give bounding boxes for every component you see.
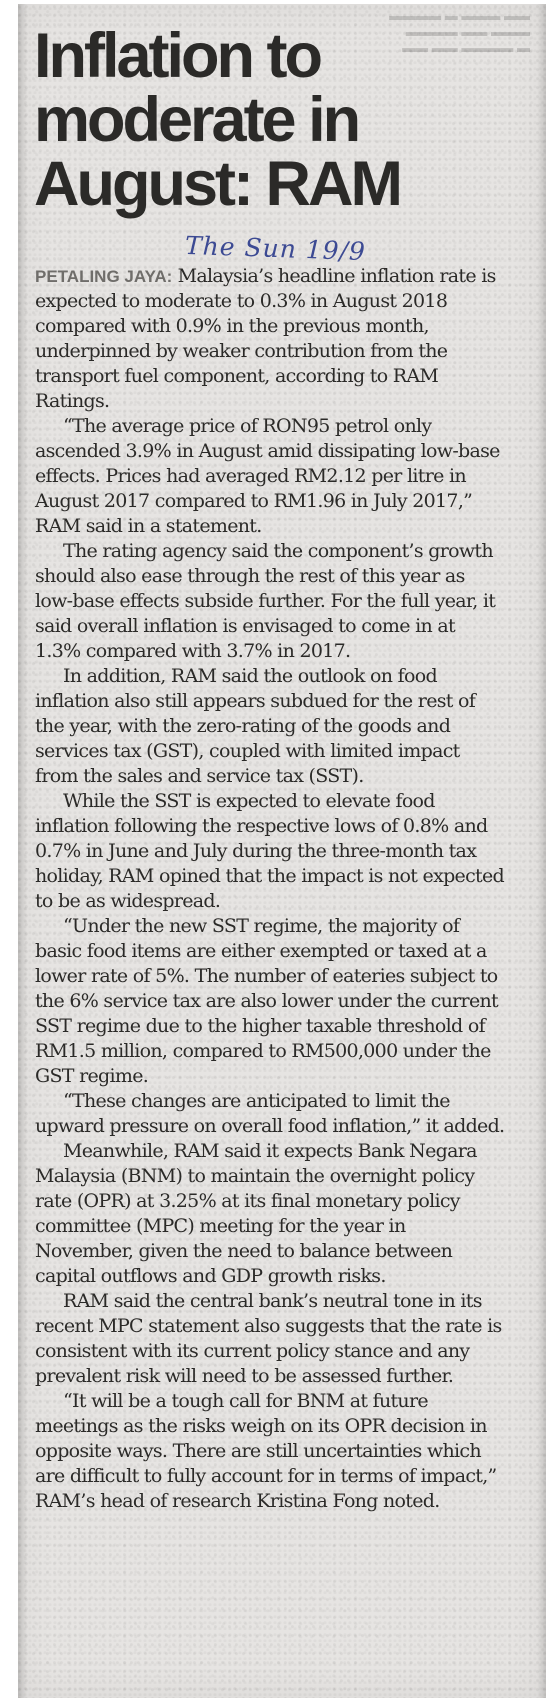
article-paragraph-8: Meanwhile, RAM said it expects Bank Nega… — [35, 1140, 477, 1287]
article-body: PETALING JAYA: Malaysia’s headline infla… — [35, 264, 505, 1514]
newspaper-clipping — [18, 4, 546, 1698]
article-paragraph-7: “These changes are anticipated to limit … — [35, 1090, 505, 1137]
article-paragraph-3: The rating agency said the component’s g… — [35, 540, 496, 662]
article-headline: Inflation to moderate in August: RAM — [34, 21, 403, 219]
article-paragraph-1: PETALING JAYA: Malaysia’s headline infla… — [35, 264, 505, 414]
paragraph-text: Malaysia’s headline inflation rate is ex… — [35, 265, 496, 412]
dateline: PETALING JAYA: — [35, 267, 173, 286]
article-paragraph-9: RAM said the central bank’s neutral tone… — [35, 1290, 502, 1387]
article-paragraph-6: “Under the new SST regime, the majority … — [35, 915, 499, 1087]
article-paragraph-2: “The average price of RON95 petrol only … — [35, 415, 500, 537]
article-paragraph-4: In addition, RAM said the outlook on foo… — [35, 665, 476, 787]
clipping-left-edge-shadow — [18, 4, 27, 1698]
article-paragraph-10: “It will be a tough call for BNM at futu… — [35, 1390, 497, 1512]
article-paragraph-5: While the SST is expected to elevate foo… — [35, 790, 505, 912]
clipping-right-edge-shadow — [537, 4, 546, 1698]
